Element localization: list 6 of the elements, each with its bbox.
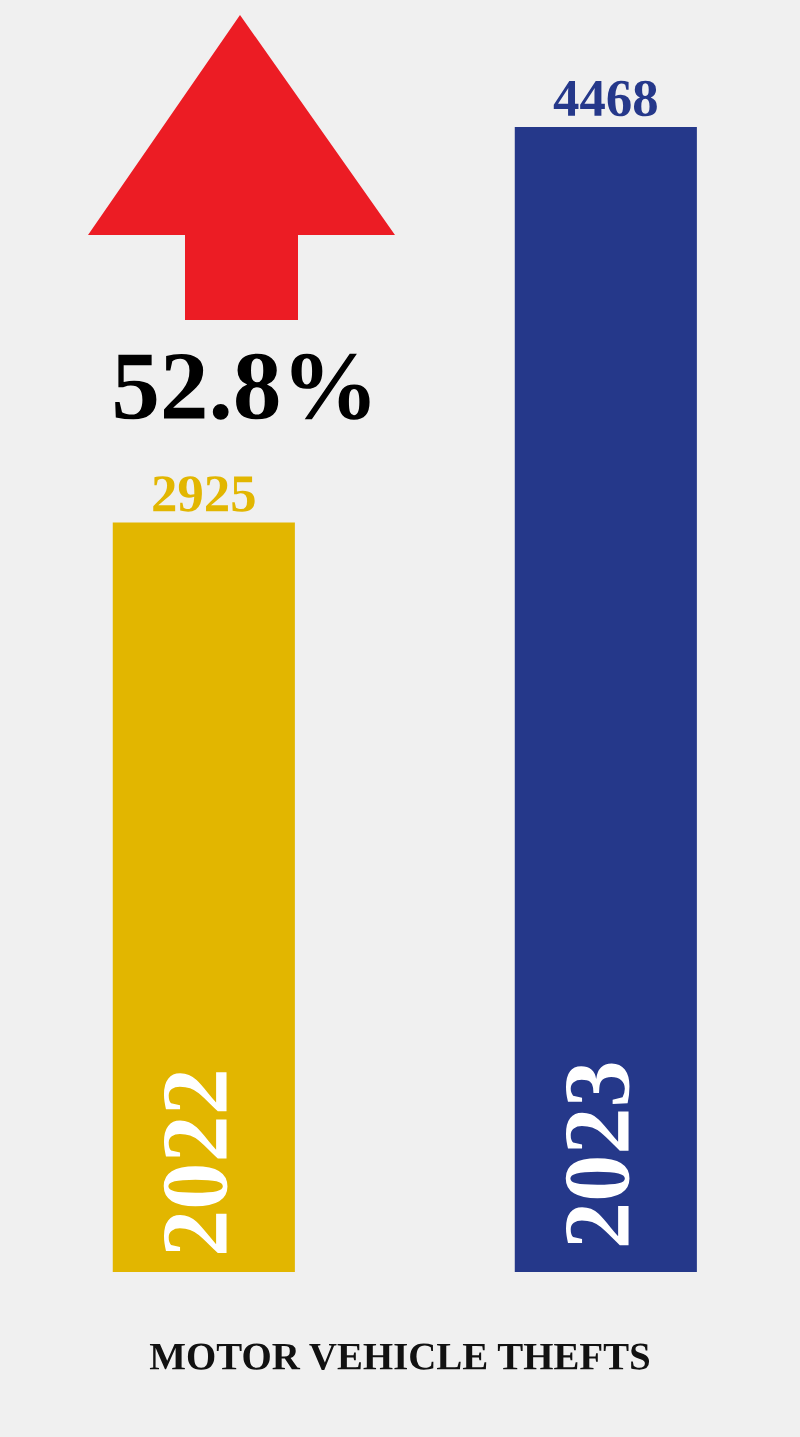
x-tick-label: 2022 (163, 1072, 228, 1254)
x-tick-label: 2023 (565, 1063, 630, 1246)
data-label: 2925 (153, 476, 255, 512)
data-label: 4468 (553, 80, 657, 117)
x-axis-title: MOTOR VEHICLE THEFTS (149, 1343, 650, 1370)
annotation: 52.8% (115, 353, 370, 420)
